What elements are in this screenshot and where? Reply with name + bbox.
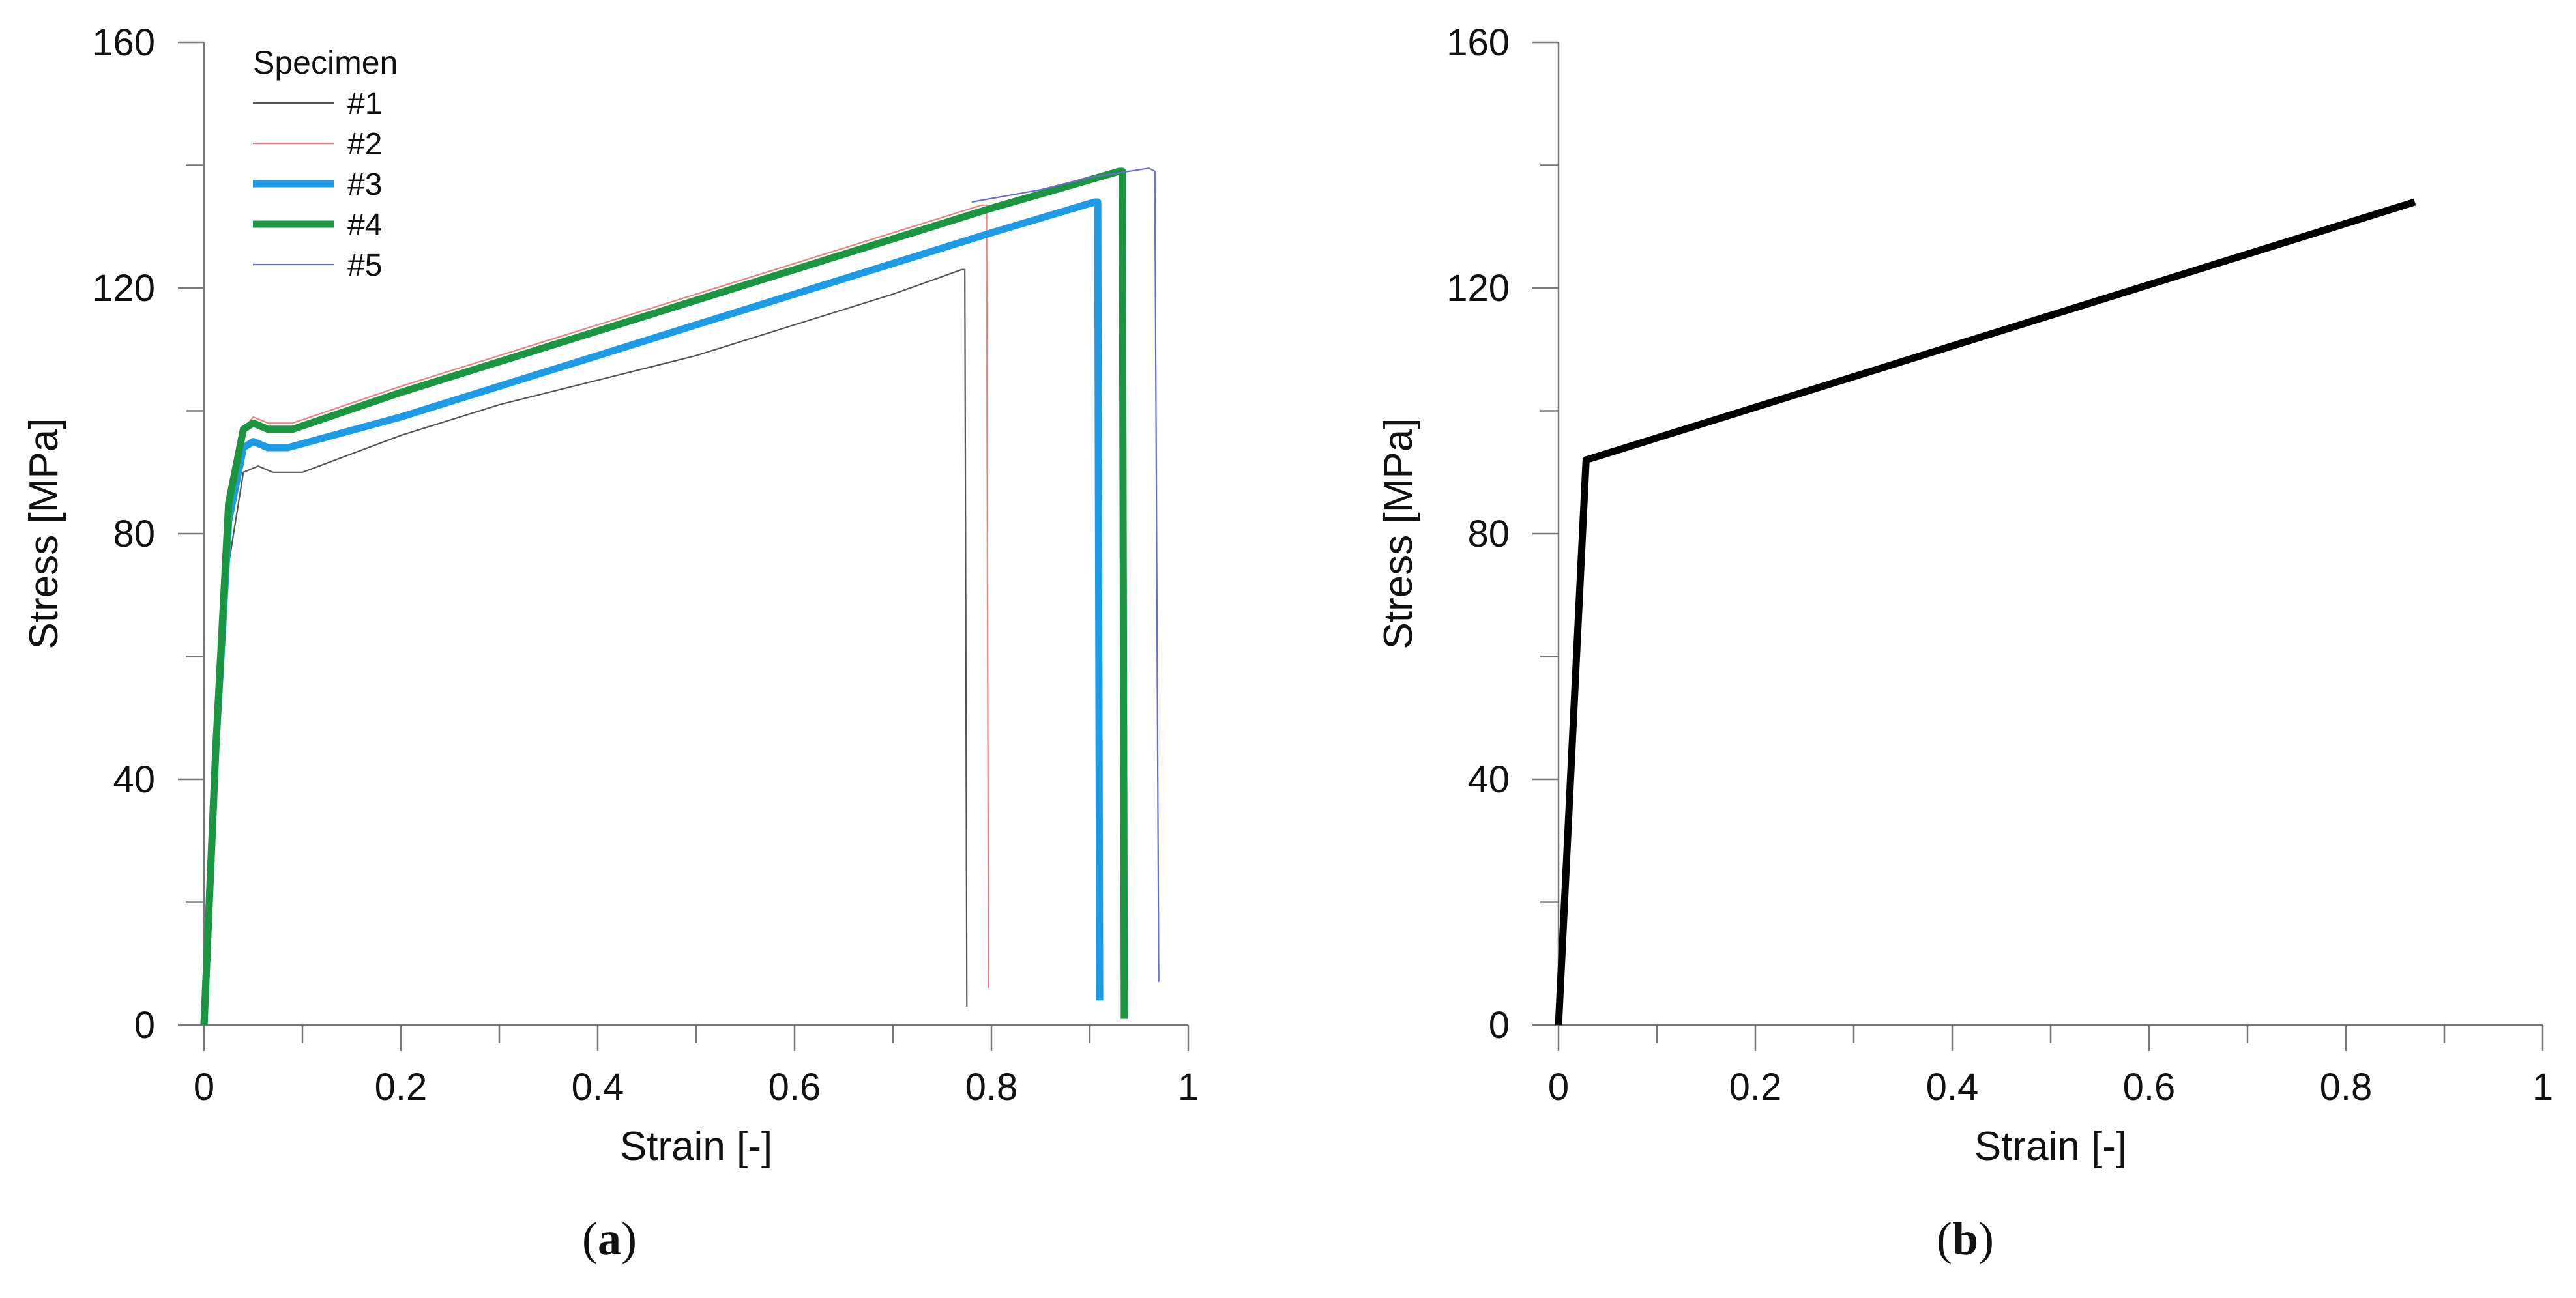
- caption-b-letter: b: [1952, 1213, 1979, 1265]
- x-tick-label: 1: [1178, 1066, 1199, 1108]
- y-tick-label: 160: [1446, 22, 1510, 64]
- x-tick-label: 0: [194, 1066, 214, 1108]
- series-line-specimen-1: [203, 268, 968, 1026]
- y-tick-label: 80: [113, 513, 155, 555]
- series-line-specimen-4: [200, 167, 1128, 1026]
- caption-a-close: ): [621, 1213, 637, 1265]
- legend-label: #5: [347, 248, 382, 283]
- x-axis-title: Strain [-]: [1974, 1124, 2127, 1169]
- y-tick-label: 0: [1489, 1004, 1510, 1046]
- chart-a: 0 0.2 0.4 0.6 0.8 1 0 40 80 120 160 Strain [-] Stres…: [22, 22, 1199, 1169]
- x-tick-label: 0.4: [572, 1066, 624, 1108]
- caption-a-open: (: [582, 1213, 598, 1265]
- legend-label: #2: [347, 127, 382, 162]
- y-tick-label: 0: [134, 1004, 155, 1046]
- caption-b-open: (: [1936, 1213, 1952, 1265]
- y-tick-label: 40: [113, 758, 155, 801]
- x-axis-title: Strain [-]: [620, 1124, 772, 1169]
- x-tick-label: 0.6: [768, 1066, 821, 1108]
- legend-label: #3: [347, 167, 382, 202]
- x-tick-label: 0.6: [2123, 1066, 2176, 1108]
- x-tick-label: 0.2: [1729, 1066, 1782, 1108]
- x-tick-label: 0.4: [1926, 1066, 1979, 1108]
- caption-a-letter: a: [598, 1213, 621, 1265]
- legend-label: #1: [347, 87, 382, 121]
- x-tick-label: 0.8: [965, 1066, 1018, 1108]
- x-tick-label: 0.8: [2320, 1066, 2373, 1108]
- series-line-model: [1555, 198, 2416, 1026]
- y-tick-label: 80: [1467, 513, 1510, 555]
- legend-label: #4: [347, 208, 382, 242]
- legend: Specimen #1 #2 #3 #4 #5: [253, 44, 398, 283]
- caption-b: (b): [1900, 1212, 2030, 1266]
- y-tick-label: 160: [92, 22, 155, 64]
- y-tick-label: 40: [1467, 758, 1510, 801]
- series-line-specimen-3: [200, 198, 1104, 1026]
- y-axis-title: Stress [MPa]: [22, 418, 66, 650]
- x-tick-label: 1: [2532, 1066, 2553, 1108]
- y-axis-title: Stress [MPa]: [1376, 418, 1421, 650]
- x-tick-label: 0.2: [375, 1066, 428, 1108]
- legend-title: Specimen: [253, 44, 398, 81]
- chart-b: 0 0.2 0.4 0.6 0.8 1 0 40 80 120 160 Strain [-] Stres…: [1376, 22, 2553, 1169]
- series-line-specimen-5: [971, 167, 1160, 983]
- caption-b-close: ): [1978, 1213, 1994, 1265]
- caption-a: (a): [544, 1212, 675, 1266]
- y-tick-label: 120: [1446, 267, 1510, 310]
- y-tick-label: 120: [92, 267, 155, 310]
- x-tick-label: 0: [1548, 1066, 1569, 1108]
